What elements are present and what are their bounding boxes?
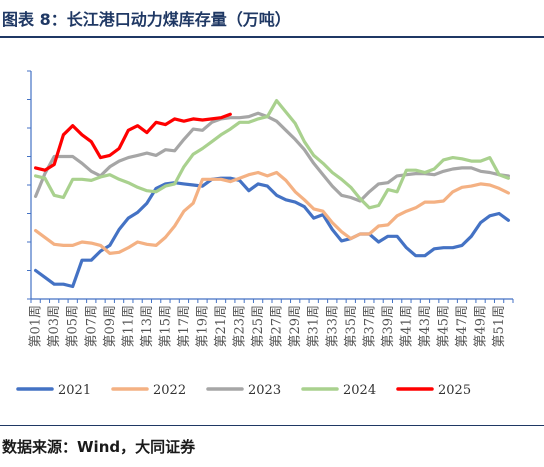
x-tick-label: 第43周: [418, 305, 433, 348]
x-tick-label: 第47周: [455, 305, 470, 348]
series-line-2025: [33, 112, 232, 172]
series-line-2021: [33, 176, 510, 289]
x-tick-labels: 第01周 第03周 第05周 第07周 第09周 第11周 第13周 第15周 第17周 第19周…: [29, 305, 507, 348]
x-tick-label: 第19周: [195, 305, 210, 348]
x-tick-label: 第37周: [362, 305, 377, 348]
line-chart: 第01周 第03周 第05周 第07周 第09周 第11周 第13周 第15周 第17周 第19周…: [16, 70, 514, 398]
source-divider: [0, 425, 544, 426]
x-tick-label: 第25周: [251, 305, 266, 348]
x-tick-label: 第21周: [214, 305, 229, 348]
legend-label-2023: 2023: [248, 383, 281, 398]
x-tick-label: 第07周: [84, 305, 99, 348]
x-tick-label: 第11周: [121, 305, 136, 348]
chart-series: [33, 98, 510, 289]
title-divider: [0, 36, 544, 38]
source-note: 数据来源：Wind，大同证券: [2, 438, 196, 456]
x-tick-label: 第01周: [29, 305, 44, 348]
x-tick-label: 第17周: [177, 305, 192, 348]
x-tick-label: 第03周: [47, 305, 62, 348]
x-tick-label: 第41周: [399, 305, 414, 348]
x-tick-label: 第23周: [233, 305, 248, 348]
x-tick-label: 第15周: [158, 305, 173, 348]
x-tick-label: 第29周: [288, 305, 303, 348]
series-line-2024: [33, 98, 510, 210]
chart-legend: 2021 2022 2023 2024 2025: [16, 383, 471, 398]
x-tick-label: 第09周: [103, 305, 118, 348]
chart-axes: [27, 70, 514, 303]
x-tick-label: 第35周: [344, 305, 359, 348]
x-tick-label: 第45周: [436, 305, 451, 348]
x-tick-label: 第31周: [307, 305, 322, 348]
x-tick-label: 第05周: [66, 305, 81, 348]
x-tick-label: 第49周: [474, 305, 489, 348]
x-tick-label: 第27周: [270, 305, 285, 348]
chart-title: 图表 8：长江港口动力煤库存量（万吨）: [2, 10, 291, 29]
x-tick-label: 第33周: [325, 305, 340, 348]
legend-label-2024: 2024: [343, 383, 376, 398]
legend-label-2025: 2025: [438, 383, 471, 398]
legend-label-2022: 2022: [153, 383, 186, 398]
x-tick-label: 第51周: [492, 305, 507, 348]
series-line-2022: [33, 170, 510, 255]
legend-label-2021: 2021: [58, 383, 91, 398]
series-line-2023: [33, 111, 510, 203]
x-tick-label: 第39周: [381, 305, 396, 348]
x-tick-label: 第13周: [140, 305, 155, 348]
